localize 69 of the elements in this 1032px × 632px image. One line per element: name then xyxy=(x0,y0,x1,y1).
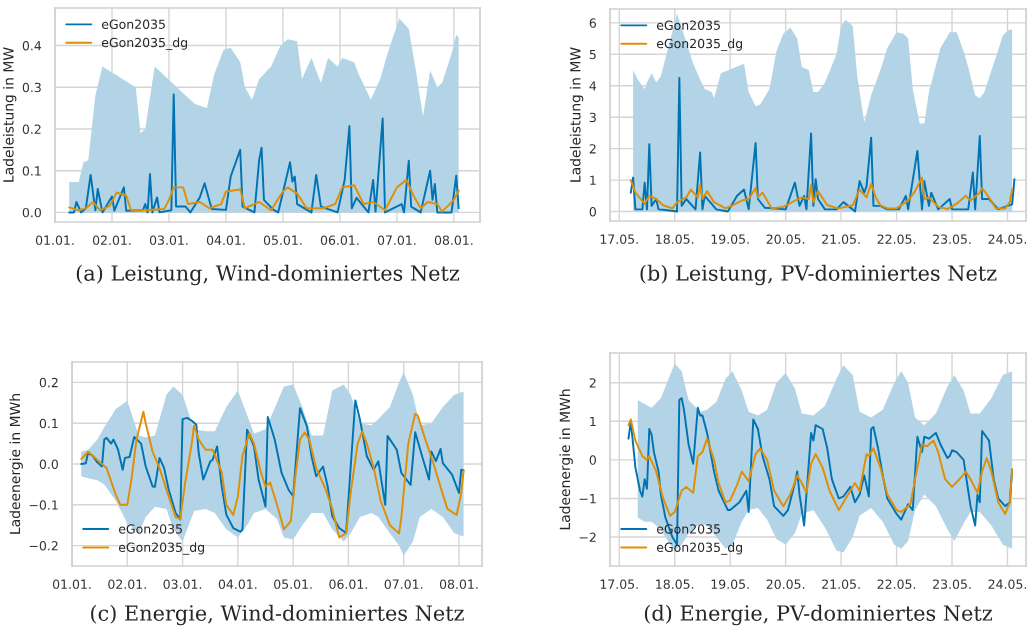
x-tick-label: 17.05. xyxy=(600,579,638,589)
text: (d) Energie, PV-dominiertes Netz xyxy=(644,604,992,626)
legend-label: eGon2035 xyxy=(101,19,165,29)
y-tick-label: 0.0 xyxy=(39,459,58,469)
x-tick-label: 19.05. xyxy=(711,579,749,589)
x-tick-label: 05.01. xyxy=(263,235,302,245)
legend-label: eGon2035 xyxy=(656,20,720,30)
y-axis-title: Ladeenergie in MWh xyxy=(559,389,573,530)
y-axis-title: Ladeleistung in MW xyxy=(569,47,584,182)
x-tick-label: 18.05. xyxy=(656,579,694,589)
y-tick-label: 0.1 xyxy=(22,166,41,176)
x-tick-label: 24.05. xyxy=(988,234,1027,244)
y-tick-label: 2 xyxy=(589,144,596,154)
x-tick-label: 22.05. xyxy=(877,579,916,589)
x-tick-label: 07.01. xyxy=(384,579,423,589)
y-tick-label: −2 xyxy=(579,532,596,542)
x-tick-label: 04.01. xyxy=(218,579,257,589)
x-tick-label: 06.01. xyxy=(320,235,359,245)
x-tick-label: 08.01. xyxy=(434,235,473,245)
y-tick-label: 0.1 xyxy=(39,418,58,429)
x-tick-label: 23.05. xyxy=(933,234,971,244)
text: (c) Energie, Wind-dominiertes Netz xyxy=(91,604,464,626)
x-tick-label: 18.05. xyxy=(656,234,694,244)
x-tick-label: 02.01. xyxy=(108,579,146,589)
text: (b) Leistung, PV-dominiertes Netz xyxy=(640,264,997,286)
x-tick-label: 23.05. xyxy=(933,579,971,589)
y-tick-label: 3 xyxy=(589,112,596,123)
legend-label: eGon2035_dg xyxy=(656,542,742,555)
x-tick-label: 19.05. xyxy=(711,234,749,244)
y-tick-label: 0.2 xyxy=(22,124,41,134)
y-tick-label: 0.4 xyxy=(22,41,42,51)
x-tick-label: 05.01. xyxy=(274,579,312,589)
x-tick-label: 20.05. xyxy=(766,234,805,244)
y-tick-label: 0.0 xyxy=(22,207,41,218)
y-axis-title: Ladeleistung in MW xyxy=(2,47,17,182)
x-tick-label: 03.01. xyxy=(149,235,188,245)
x-tick-label: 01.01. xyxy=(35,235,74,245)
x-tick-label: 24.05. xyxy=(988,579,1027,589)
y-tick-label: 1 xyxy=(590,175,596,185)
y-tick-label: 0 xyxy=(589,455,596,465)
legend-label: eGon2035_dg xyxy=(118,542,204,555)
legend-label: eGon2035_dg xyxy=(101,37,187,51)
x-tick-label: 04.01. xyxy=(206,235,245,245)
x-tick-label: 20.05. xyxy=(766,579,805,589)
y-tick-label: 0.2 xyxy=(39,377,58,388)
x-tick-label: 02.01. xyxy=(92,235,131,245)
legend-label: eGon2035_dg xyxy=(656,38,742,52)
y-tick-label: −0.1 xyxy=(29,500,58,510)
y-tick-label: 4 xyxy=(589,81,597,91)
y-tick-label: 0.3 xyxy=(22,82,41,93)
x-tick-label: 07.01. xyxy=(377,235,416,245)
y-tick-label: 6 xyxy=(589,18,597,28)
y-axis-title: Ladeenergie in MWh xyxy=(9,394,23,534)
y-tick-label: 2 xyxy=(589,378,596,388)
x-tick-label: 08.01. xyxy=(439,579,478,589)
y-tick-label: 0 xyxy=(589,207,596,217)
x-tick-label: 17.05. xyxy=(600,234,638,244)
x-tick-label: 06.01. xyxy=(329,579,367,589)
text: (a) Leistung, Wind-dominiertes Netz xyxy=(76,264,460,286)
legend-label: eGon2035 xyxy=(118,524,182,534)
y-tick-label: 1 xyxy=(590,416,596,427)
x-tick-label: 21.05. xyxy=(822,234,860,244)
x-tick-label: 22.05. xyxy=(877,234,916,244)
y-tick-label: −0.2 xyxy=(29,541,58,551)
x-tick-label: 21.05. xyxy=(822,579,860,589)
y-tick-label: −1 xyxy=(579,494,596,504)
x-tick-label: 01.01. xyxy=(52,579,91,589)
y-tick-label: 5 xyxy=(589,49,596,60)
x-tick-label: 03.01. xyxy=(163,579,202,589)
